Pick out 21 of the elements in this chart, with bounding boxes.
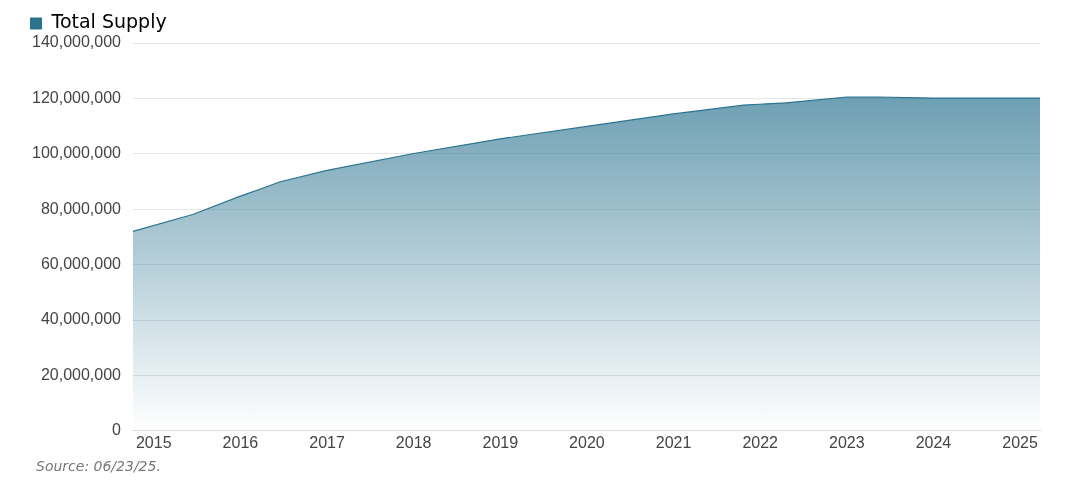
x-tick-label: 2024 [915,433,952,451]
x-tick-label: 2019 [482,433,519,451]
y-tick-label: 140,000,000 [31,33,122,51]
x-tick-label: 2023 [829,433,865,451]
x-tick-label: 2016 [222,433,259,451]
y-tick-label: 20,000,000 [40,365,122,383]
x-tick-label: 2021 [655,433,692,451]
x-tick-label: 2020 [569,433,605,451]
y-tick-label: 100,000,000 [31,144,122,162]
y-tick-label: 40,000,000 [40,310,122,328]
y-tick-label: 80,000,000 [40,199,122,217]
x-tick-label: 2017 [309,433,345,451]
x-tick-label: 2018 [395,433,432,451]
x-tick-label: 2015 [135,433,172,451]
y-tick-label: 0 [112,421,122,439]
legend-label: Total Supply [50,10,167,33]
x-tick-label: 2025 [1002,433,1038,451]
x-tick-label: 2022 [742,433,779,451]
y-tick-label: 120,000,000 [31,88,122,106]
y-tick-label: 60,000,000 [40,255,122,273]
source-note: Source: 06/23/25. [36,458,161,474]
